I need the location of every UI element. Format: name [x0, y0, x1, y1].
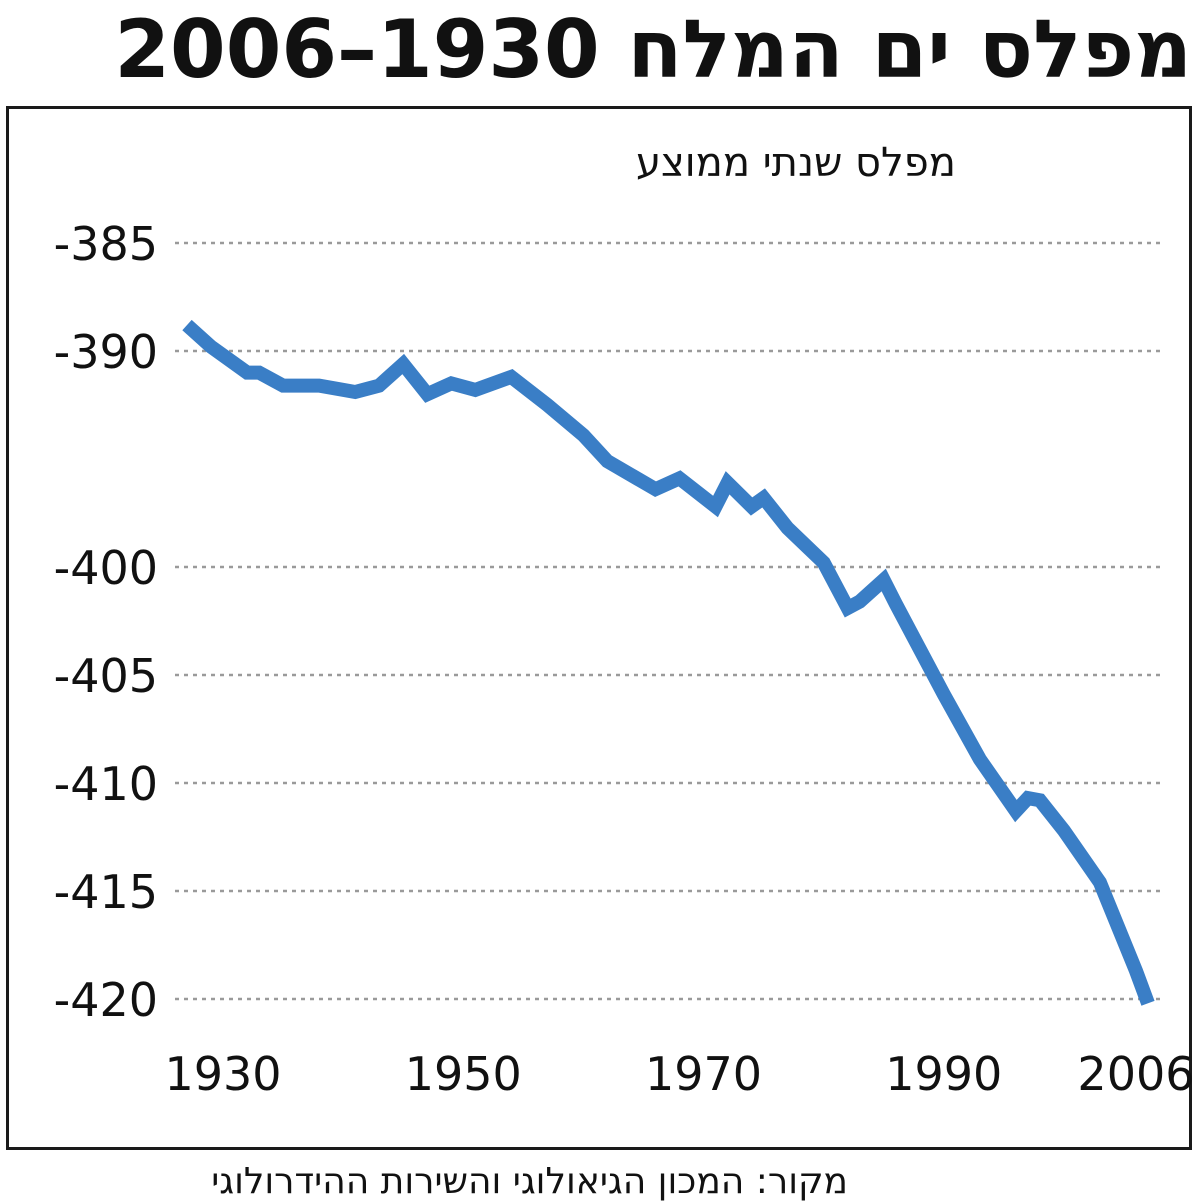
chart-title: מפלס ים המלח 1930–2006 — [114, 3, 1192, 96]
y-tick-label: -420 — [54, 973, 158, 1027]
series-layer — [182, 319, 1155, 1006]
x-tick-label: 1990 — [885, 1047, 1002, 1101]
x-tick-label: 2006 — [1077, 1047, 1194, 1101]
chart-frame — [6, 106, 1192, 1150]
y-tick-label: -390 — [54, 325, 158, 379]
x-tick-label: 1970 — [645, 1047, 762, 1101]
y-axis-tick-labels: -385 -390 -400 -405 -410 -415 -420 — [54, 217, 158, 1027]
x-axis-tick-labels: 1930 1950 1970 1990 2006 — [165, 1047, 1195, 1101]
y-tick-label: -410 — [54, 757, 158, 811]
x-tick-label: 1950 — [405, 1047, 522, 1101]
y-axis-label: מפלס שנתי ממוצע — [636, 140, 956, 186]
y-tick-label: -385 — [54, 217, 158, 271]
source-note: מקור: המכון הגיאולוגי והשירות ההידרולוגי — [211, 1161, 848, 1202]
y-tick-label: -400 — [54, 541, 158, 595]
grid-lines — [175, 241, 1160, 1001]
y-tick-label: -405 — [54, 649, 158, 703]
x-tick-label: 1930 — [165, 1047, 282, 1101]
series-line — [182, 319, 1155, 1006]
y-tick-label: -415 — [54, 865, 158, 919]
